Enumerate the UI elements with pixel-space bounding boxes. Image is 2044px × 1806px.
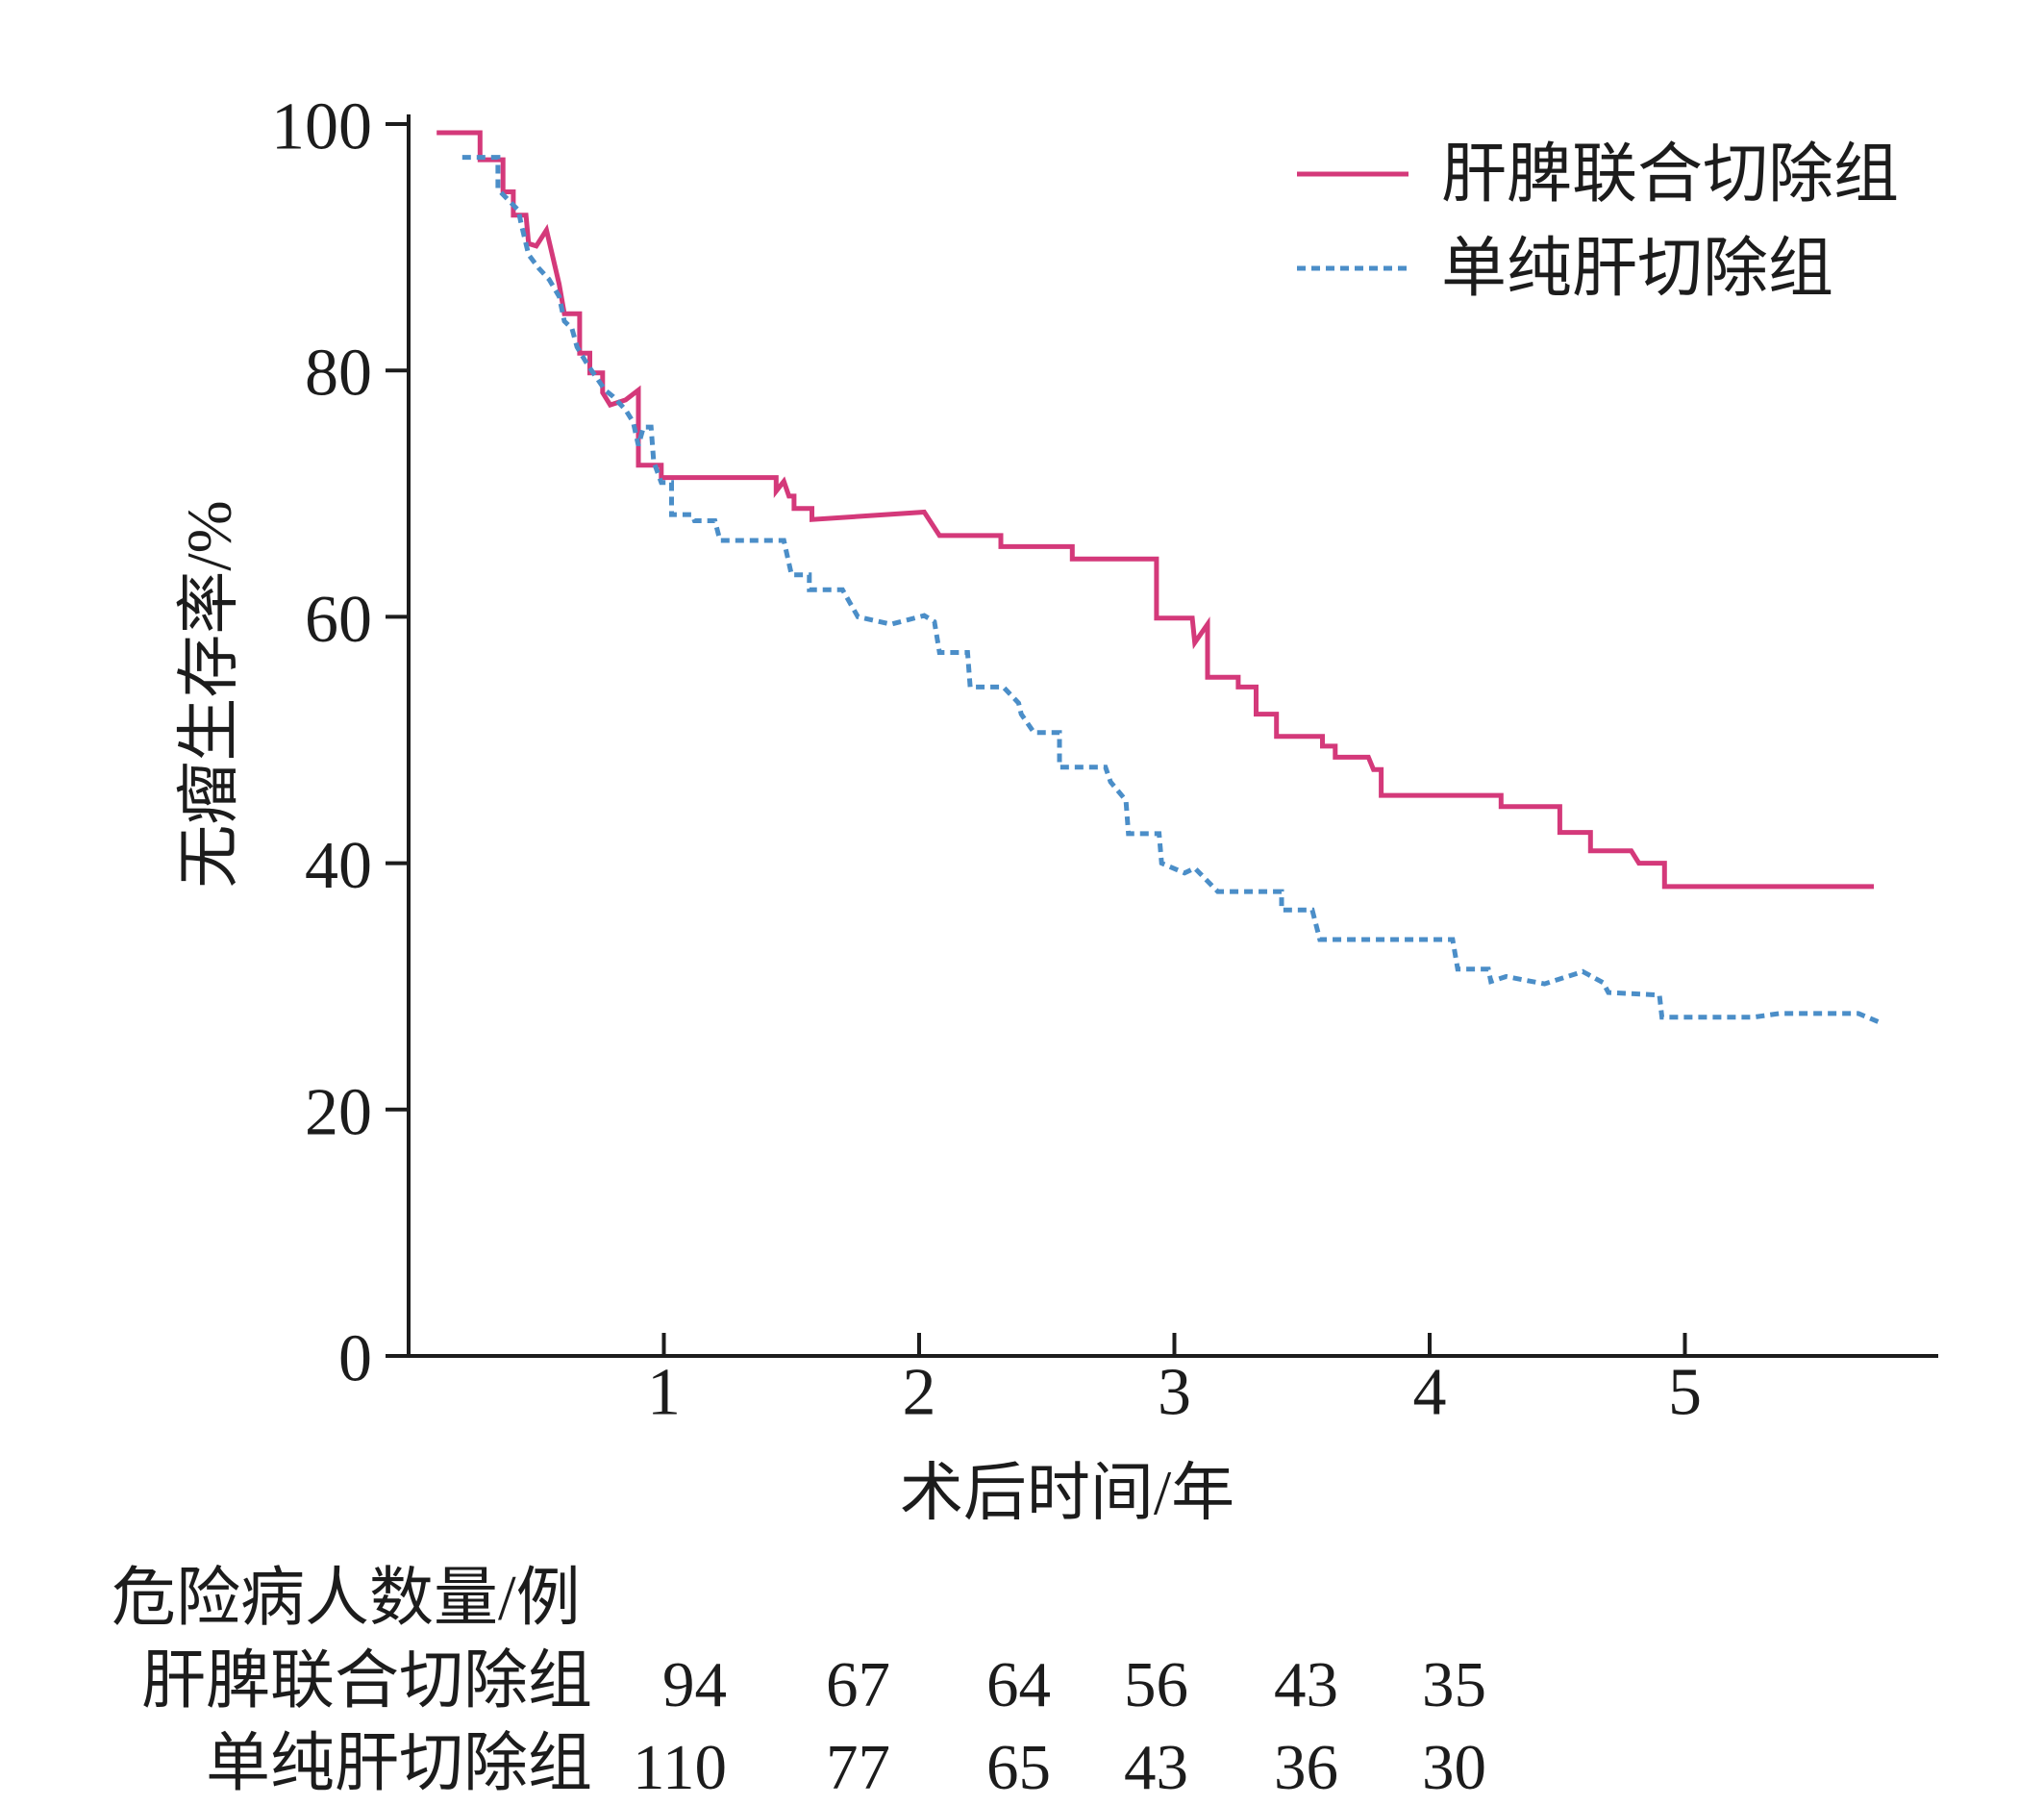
risk-count: 30 [1422,1732,1486,1803]
risk-count: 43 [1274,1649,1338,1720]
risk-count: 65 [986,1732,1051,1803]
y-tick-label: 40 [305,829,372,903]
plot-area [436,130,1881,1025]
x-tick-label: 1 [647,1356,681,1430]
y-tick-label: 20 [305,1075,372,1149]
y-tick-label: 60 [305,583,372,657]
risk-count: 36 [1274,1732,1338,1803]
axes: 0 20 40 60 80 100 1 2 3 4 5 [271,90,1938,1430]
series-line-2 [461,155,1881,1025]
legend-item-combined-resection: 肝脾联合切除组 [1297,138,1899,211]
risk-count: 94 [662,1649,727,1720]
risk-count: 67 [826,1649,890,1720]
y-axis-title: 无瘤生存率/% [175,500,245,888]
risk-count: 35 [1422,1649,1486,1720]
x-tick-label: 4 [1413,1356,1447,1430]
x-tick-label: 2 [903,1356,936,1430]
risk-row-label: 肝脾联合切除组 [141,1645,592,1717]
risk-count: 77 [826,1732,890,1803]
x-tick-label: 3 [1158,1356,1191,1430]
risk-table: 危险病人数量/例 肝脾联合切除组 单纯肝切除组 94 67 64 56 43 35 110 7… [112,1563,1486,1803]
legend: 肝脾联合切除组 单纯肝切除组 [1297,138,1899,305]
risk-count: 56 [1124,1649,1188,1720]
risk-count: 110 [633,1732,727,1803]
risk-count: 43 [1124,1732,1188,1803]
legend-label-hepatectomy-only: 单纯肝切除组 [1441,232,1833,305]
x-axis-title: 术后时间/年 [900,1459,1234,1529]
x-tick-label: 5 [1668,1356,1702,1430]
risk-row-label: 单纯肝切除组 [206,1728,592,1799]
risk-count: 64 [986,1649,1051,1720]
y-tick-label: 100 [271,90,372,164]
risk-counts: 94 67 64 56 43 35 110 77 65 43 36 30 [633,1649,1486,1803]
series-line-1 [436,130,1874,890]
legend-label-combined-resection: 肝脾联合切除组 [1441,138,1899,211]
y-tick-label: 0 [338,1322,372,1396]
risk-table-title: 危险病人数量/例 [112,1563,581,1634]
legend-item-hepatectomy-only: 单纯肝切除组 [1297,232,1833,305]
y-tick-label: 80 [305,337,372,411]
